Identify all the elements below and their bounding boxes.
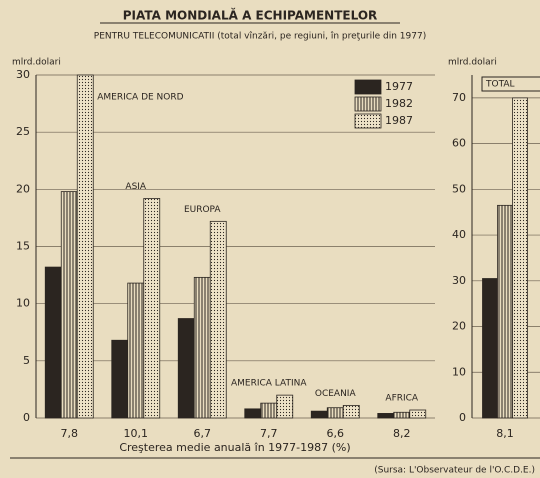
legend-swatch	[354, 113, 382, 129]
y-tick-label: 10	[16, 297, 30, 310]
source: (Sursa: L'Observateur de l'O.C.D.E.)	[374, 466, 535, 476]
x-tick-label: 7,8	[61, 427, 79, 440]
bar	[393, 411, 411, 419]
bar	[76, 74, 94, 419]
y-tick-label: 40	[452, 228, 466, 241]
region-label: OCEANIA	[315, 389, 357, 399]
y-tick-label: 70	[452, 91, 466, 104]
bar	[342, 405, 360, 419]
region-label: AFRICA	[385, 393, 419, 403]
region-label: ASIA	[125, 182, 147, 192]
x-tick-label: 6,6	[327, 427, 345, 440]
legend-swatch	[354, 96, 382, 112]
region-label: AMERICA LATINA	[231, 379, 307, 389]
bar	[193, 276, 211, 419]
bar	[111, 339, 129, 419]
legend-label: 1987	[385, 114, 413, 127]
x-tick-label: 6,7	[194, 427, 212, 440]
region-label: AMERICA DE NORD	[97, 93, 183, 103]
y-tick-label: 5	[23, 354, 30, 367]
bar	[177, 318, 195, 419]
legend-label: 1977	[385, 80, 413, 93]
region-label: EUROPA	[184, 205, 221, 215]
x-tick-label: 8,1	[496, 427, 514, 440]
subtitle: PENTRU TELECOMUNICATII (total vînzări, p…	[94, 32, 426, 42]
x-tick-label: 10,1	[124, 427, 149, 440]
bar	[377, 413, 395, 419]
title-box	[481, 76, 540, 92]
y-tick-label: 50	[452, 182, 466, 195]
y-tick-label: 0	[23, 411, 30, 424]
bar	[497, 204, 513, 419]
bar	[326, 407, 344, 419]
bar	[276, 394, 294, 419]
y-tick-label: 10	[452, 365, 466, 378]
y-tick-label: 20	[452, 320, 466, 333]
bar	[512, 97, 528, 419]
y-tick-label: 30	[16, 68, 30, 81]
y-tick-label: 20	[16, 182, 30, 195]
bar	[244, 408, 262, 419]
y-tick-label: 0	[459, 411, 466, 424]
legend-label: 1982	[385, 97, 413, 110]
y-tick-label: 30	[452, 274, 466, 287]
bar	[409, 409, 427, 419]
y-tick-label: 60	[452, 137, 466, 150]
y-tick-label: 25	[16, 125, 30, 138]
title: PIATA MONDIALĂ A ECHIPAMENTELOR	[123, 8, 378, 23]
x-tick-label: 8,2	[393, 427, 411, 440]
x-label: Creşterea medie anuală în 1977-1987 (%)	[119, 441, 350, 454]
y-axis-label: mlrd.dolari	[448, 58, 497, 68]
y-tick-label: 15	[16, 240, 30, 253]
bar	[482, 278, 498, 419]
bar	[127, 282, 145, 419]
bar	[260, 402, 278, 419]
y-axis-label: mlrd.dolari	[12, 58, 61, 68]
bar	[209, 220, 227, 419]
bar	[143, 198, 161, 419]
chart-title: TOTAL	[485, 80, 515, 90]
legend-swatch	[354, 79, 382, 95]
bar	[310, 410, 328, 419]
bar	[60, 191, 78, 419]
bar	[44, 266, 62, 419]
x-tick-label: 7,7	[260, 427, 278, 440]
